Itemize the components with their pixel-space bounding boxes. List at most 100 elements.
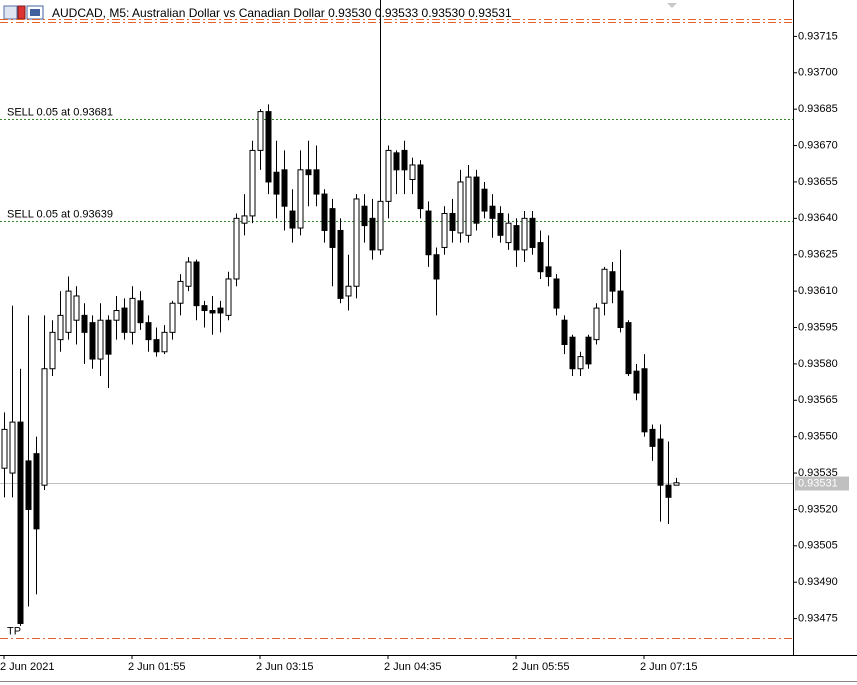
candle-body — [409, 164, 416, 181]
y-tick-label: 0.93715 — [798, 30, 838, 42]
candle-body — [441, 212, 448, 248]
candle-body — [665, 484, 672, 498]
candle-body — [449, 212, 456, 231]
candle-body — [553, 278, 560, 309]
candle-body — [65, 290, 72, 333]
y-tick-label: 0.93640 — [798, 212, 838, 224]
candle-body — [193, 261, 200, 307]
x-tick-label: 2 Jun 07:15 — [640, 661, 698, 673]
y-tick-label: 0.93520 — [798, 503, 838, 515]
candle-body — [585, 336, 592, 365]
candle-body — [537, 242, 544, 273]
candle-body — [313, 169, 320, 195]
chart-title: AUDCAD, M5: Australian Dollar vs Canadia… — [52, 6, 512, 20]
price-line-label: SELL 0.05 at 0.93681 — [7, 106, 113, 118]
candle-body — [673, 482, 680, 486]
x-tick-label: 2 Jun 2021 — [0, 661, 54, 673]
candle-body — [1, 428, 8, 469]
candle-body — [177, 280, 184, 304]
candle-body — [273, 171, 280, 195]
candle-body — [185, 261, 192, 287]
candle-body — [609, 271, 616, 292]
candle-body — [73, 295, 80, 321]
candle-body — [417, 164, 424, 210]
candle-body — [129, 297, 136, 333]
candle-body — [625, 322, 632, 375]
candle-body — [593, 307, 600, 341]
candle-body — [513, 225, 520, 251]
candle-body — [17, 421, 24, 624]
candle-body — [33, 453, 40, 530]
candle-body — [633, 370, 640, 394]
last-price-label: 0.93531 — [798, 477, 838, 489]
candle-body — [529, 217, 536, 248]
candle-body — [377, 200, 384, 251]
x-tick-label: 2 Jun 05:55 — [512, 661, 570, 673]
candle-body — [217, 307, 224, 314]
candle-body — [521, 217, 528, 251]
candle-body — [361, 205, 368, 227]
candle-body — [561, 319, 568, 345]
candle-body — [601, 268, 608, 304]
y-tick-label: 0.93610 — [798, 285, 838, 297]
candle-body — [457, 181, 464, 234]
candle-body — [121, 307, 128, 333]
candle-body — [577, 356, 584, 370]
y-tick-label: 0.93490 — [798, 576, 838, 588]
last-price-box — [795, 476, 849, 491]
candle-body — [385, 149, 392, 202]
candle-body — [81, 314, 88, 333]
candle-body — [649, 428, 656, 447]
candle-body — [617, 290, 624, 329]
x-tick-label: 2 Jun 01:55 — [128, 661, 186, 673]
candle-body — [465, 176, 472, 236]
candle-body — [105, 319, 112, 355]
y-tick-label: 0.93565 — [798, 394, 838, 406]
candle-body — [505, 222, 512, 244]
y-tick-label: 0.93505 — [798, 540, 838, 552]
candle-body — [497, 212, 504, 236]
candle-body — [489, 205, 496, 219]
y-tick-label: 0.93700 — [798, 67, 838, 79]
candle-body — [49, 331, 56, 370]
candle-body — [425, 210, 432, 256]
candle-body — [337, 229, 344, 299]
price-line-label: SELL 0.05 at 0.93639 — [7, 208, 113, 220]
candle-body — [97, 319, 104, 360]
candle-body — [289, 210, 296, 229]
y-tick-label: 0.93580 — [798, 358, 838, 370]
x-tick-label: 2 Jun 03:15 — [256, 661, 314, 673]
candle-body — [329, 208, 336, 248]
y-tick-label: 0.93670 — [798, 139, 838, 151]
candle-body — [201, 305, 208, 312]
y-tick-label: 0.93475 — [798, 613, 838, 625]
candle-body — [641, 368, 648, 433]
candle-body — [249, 149, 256, 217]
candle-body — [481, 188, 488, 212]
candle-body — [145, 322, 152, 341]
candle-body — [225, 278, 232, 316]
candle-body — [345, 285, 352, 297]
candle-body — [305, 169, 312, 176]
candle-body — [25, 460, 32, 510]
candle-body — [113, 310, 120, 321]
candle-body — [257, 111, 264, 151]
candle-body — [153, 339, 160, 353]
shift-marker — [667, 3, 677, 8]
candle-body — [161, 331, 168, 353]
candle-body — [569, 336, 576, 370]
y-tick-label: 0.93595 — [798, 321, 838, 333]
y-tick-label: 0.93535 — [798, 467, 838, 479]
candle-body — [393, 152, 400, 171]
candle-body — [297, 169, 304, 229]
candle-body — [233, 217, 240, 280]
y-tick-label: 0.93655 — [798, 176, 838, 188]
y-tick-label: 0.93550 — [798, 431, 838, 443]
candle-body — [545, 266, 552, 278]
candle-body — [657, 438, 664, 486]
candle-body — [473, 176, 480, 224]
y-tick-label: 0.93625 — [798, 249, 838, 261]
toolbar-icons — [3, 5, 44, 20]
